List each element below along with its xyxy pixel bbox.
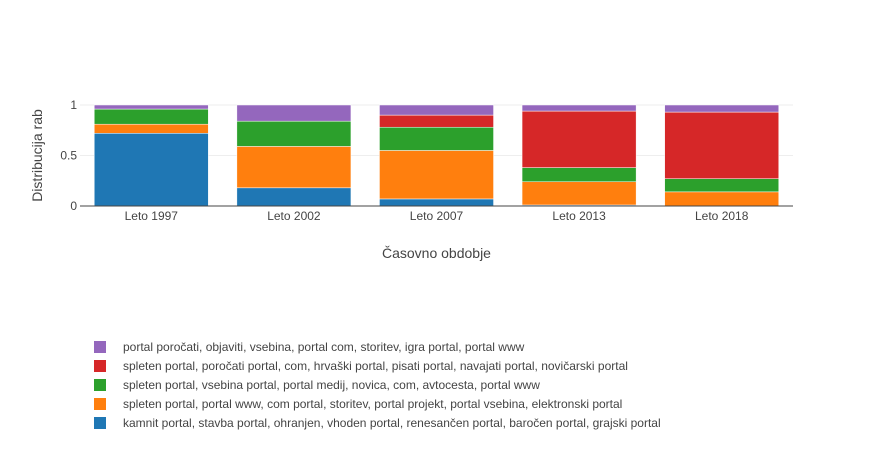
bar-1-series-4[interactable] [236,104,352,122]
legend-item-1[interactable]: spleten portal, portal www, com portal, … [94,397,622,411]
legend[interactable]: portal poročati, objaviti, vsebina, port… [94,340,661,430]
bar-0-series-0[interactable] [94,133,209,207]
bar-2-series-4[interactable] [379,104,494,116]
bar-2-series-1[interactable] [379,150,494,200]
y-tick-label-2: 1 [70,98,77,112]
bar-0-series-2[interactable] [94,108,209,125]
y-tick-label-0: 0 [70,199,77,213]
bars [94,104,779,207]
legend-swatch-0 [94,417,106,429]
y-axis-title: Distribucija rab [29,109,45,202]
bar-3-series-3[interactable] [521,110,637,168]
x-tick-label-4: Leto 2018 [695,209,749,223]
bar-1-series-2[interactable] [236,120,352,147]
legend-item-0[interactable]: kamnit portal, stavba portal, ohranjen, … [94,416,661,430]
x-tick-label-3: Leto 2013 [552,209,606,223]
legend-item-4[interactable]: portal poročati, objaviti, vsebina, port… [94,340,525,354]
bar-3-series-4[interactable] [521,104,637,112]
x-tick-labels: Leto 1997 Leto 2002 Leto 2007 Leto 2013 Leto… [125,209,749,223]
legend-item-3[interactable]: spleten portal, poročati portal, com, hr… [94,359,628,373]
bar-4-series-2[interactable] [664,178,779,193]
x-tick-label-1: Leto 2002 [267,209,321,223]
legend-swatch-1 [94,398,106,410]
y-tick-label-1: 0.5 [60,149,77,163]
legend-label-3: spleten portal, poročati portal, com, hr… [123,359,628,373]
legend-label-2: spleten portal, vsebina portal, portal m… [123,378,540,392]
legend-item-2[interactable]: spleten portal, vsebina portal, portal m… [94,378,540,392]
bar-4-series-3[interactable] [664,111,779,179]
legend-swatch-3 [94,360,106,372]
x-tick-label-2: Leto 2007 [410,209,464,223]
bar-1-series-0[interactable] [236,187,352,207]
bar-2-series-0[interactable] [379,198,494,207]
legend-swatch-4 [94,341,106,353]
legend-label-0: kamnit portal, stavba portal, ohranjen, … [123,416,661,430]
x-tick-label-0: Leto 1997 [125,209,179,223]
x-axis-title: Časovno obdobje [382,245,491,261]
legend-swatch-2 [94,379,106,391]
legend-label-4: portal poročati, objaviti, vsebina, port… [123,340,525,354]
legend-label-1: spleten portal, portal www, com portal, … [123,397,622,411]
bar-0-series-1[interactable] [94,123,209,134]
y-tick-labels: 00.51 [60,98,77,213]
bar-1-series-1[interactable] [236,146,352,189]
bar-3-series-1[interactable] [521,181,637,206]
bar-4-series-4[interactable] [664,104,779,113]
bar-3-series-2[interactable] [521,167,637,183]
bar-2-series-3[interactable] [379,114,494,128]
bar-2-series-2[interactable] [379,126,494,151]
bar-4-series-1[interactable] [664,191,779,207]
bar-0-series-4[interactable] [94,104,209,110]
